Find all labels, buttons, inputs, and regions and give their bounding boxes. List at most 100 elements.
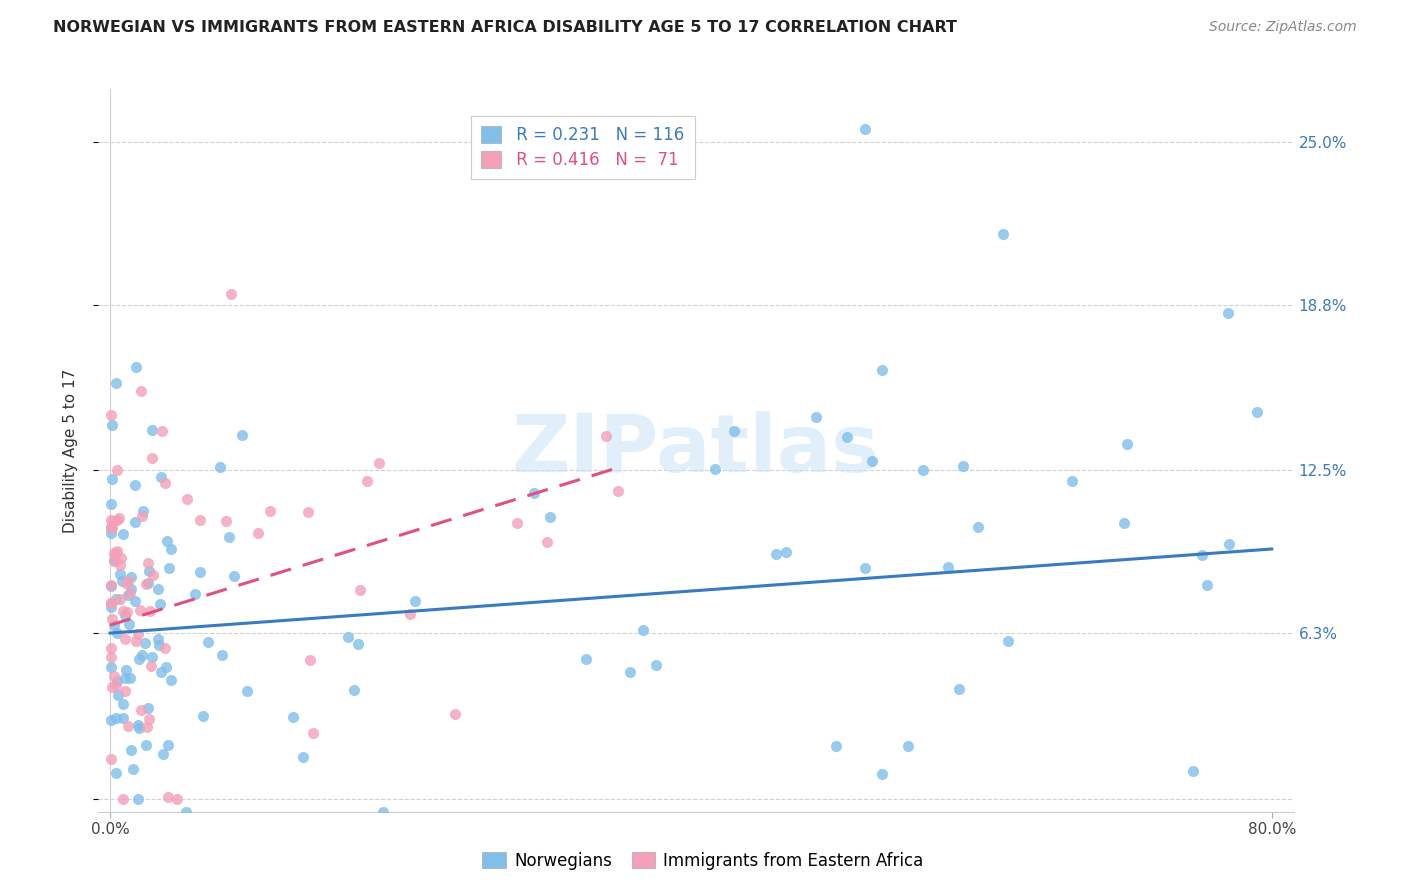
Point [1218,305,1240,319]
Point [120,585,142,599]
Y-axis label: Disability Age 5 to 17: Disability Age 5 to 17 [63,368,77,533]
Point [149,665,172,680]
Point [105,513,128,527]
Point [105,765,128,780]
Point [156,738,179,752]
Point [149,470,172,484]
Point [100,650,122,665]
Point [292,750,315,764]
Point [155,660,177,674]
Point [523,486,546,500]
Point [105,592,128,607]
Point [111,711,134,725]
Point [117,574,139,588]
Point [157,561,180,575]
Point [117,719,139,733]
Point [948,681,970,696]
Point [775,545,797,559]
Point [100,680,122,694]
Point [297,505,319,519]
Point [211,648,233,663]
Point [136,701,159,715]
Point [619,665,641,680]
Point [704,462,727,476]
Point [131,703,153,717]
Point [967,520,990,534]
Point [188,566,211,580]
Point [105,673,128,688]
Point [134,636,156,650]
Point [765,547,787,561]
Point [536,534,558,549]
Point [149,597,172,611]
Point [1060,474,1083,488]
Point [104,710,127,724]
Point [105,463,128,477]
Point [107,688,129,702]
Point [870,766,893,780]
Point [100,472,122,486]
Point [346,637,368,651]
Point [1197,578,1219,592]
Point [141,450,163,465]
Point [132,504,155,518]
Point [124,515,146,529]
Point [111,574,134,588]
Text: NORWEGIAN VS IMMIGRANTS FROM EASTERN AFRICA DISABILITY AGE 5 TO 17 CORRELATION C: NORWEGIAN VS IMMIGRANTS FROM EASTERN AFR… [53,20,957,35]
Point [595,429,617,443]
Point [855,561,877,575]
Point [176,491,198,506]
Point [100,600,122,615]
Point [103,618,125,632]
Point [156,533,179,548]
Point [135,576,157,591]
Point [1114,516,1136,530]
Point [349,582,371,597]
Point [184,586,207,600]
Point [104,376,127,390]
Point [105,626,128,640]
Point [114,632,136,646]
Point [860,454,883,468]
Point [114,684,136,698]
Point [100,497,122,511]
Point [367,456,389,470]
Point [197,635,219,649]
Point [114,663,136,677]
Point [952,459,974,474]
Point [298,653,321,667]
Point [219,287,242,301]
Point [111,604,134,618]
Point [135,738,157,752]
Point [1115,437,1137,451]
Point [897,739,920,754]
Point [139,659,162,673]
Point [912,463,935,477]
Point [118,616,141,631]
Legend:  R = 0.231   N = 116,  R = 0.416   N =  71: R = 0.231 N = 116, R = 0.416 N = 71 [471,116,695,179]
Point [142,568,165,582]
Point [124,478,146,492]
Point [124,594,146,608]
Point [231,427,253,442]
Point [100,596,122,610]
Point [136,556,159,570]
Point [101,514,124,528]
Point [991,227,1014,241]
Point [101,520,124,534]
Point [112,791,135,805]
Point [404,594,426,608]
Point [129,384,152,399]
Point [100,520,122,534]
Point [103,553,125,567]
Point [101,612,124,626]
Point [127,718,149,732]
Point [115,605,138,619]
Point [104,678,127,692]
Point [108,592,131,607]
Point [125,360,148,375]
Point [371,805,394,819]
Point [166,791,188,805]
Point [343,682,366,697]
Point [127,791,149,805]
